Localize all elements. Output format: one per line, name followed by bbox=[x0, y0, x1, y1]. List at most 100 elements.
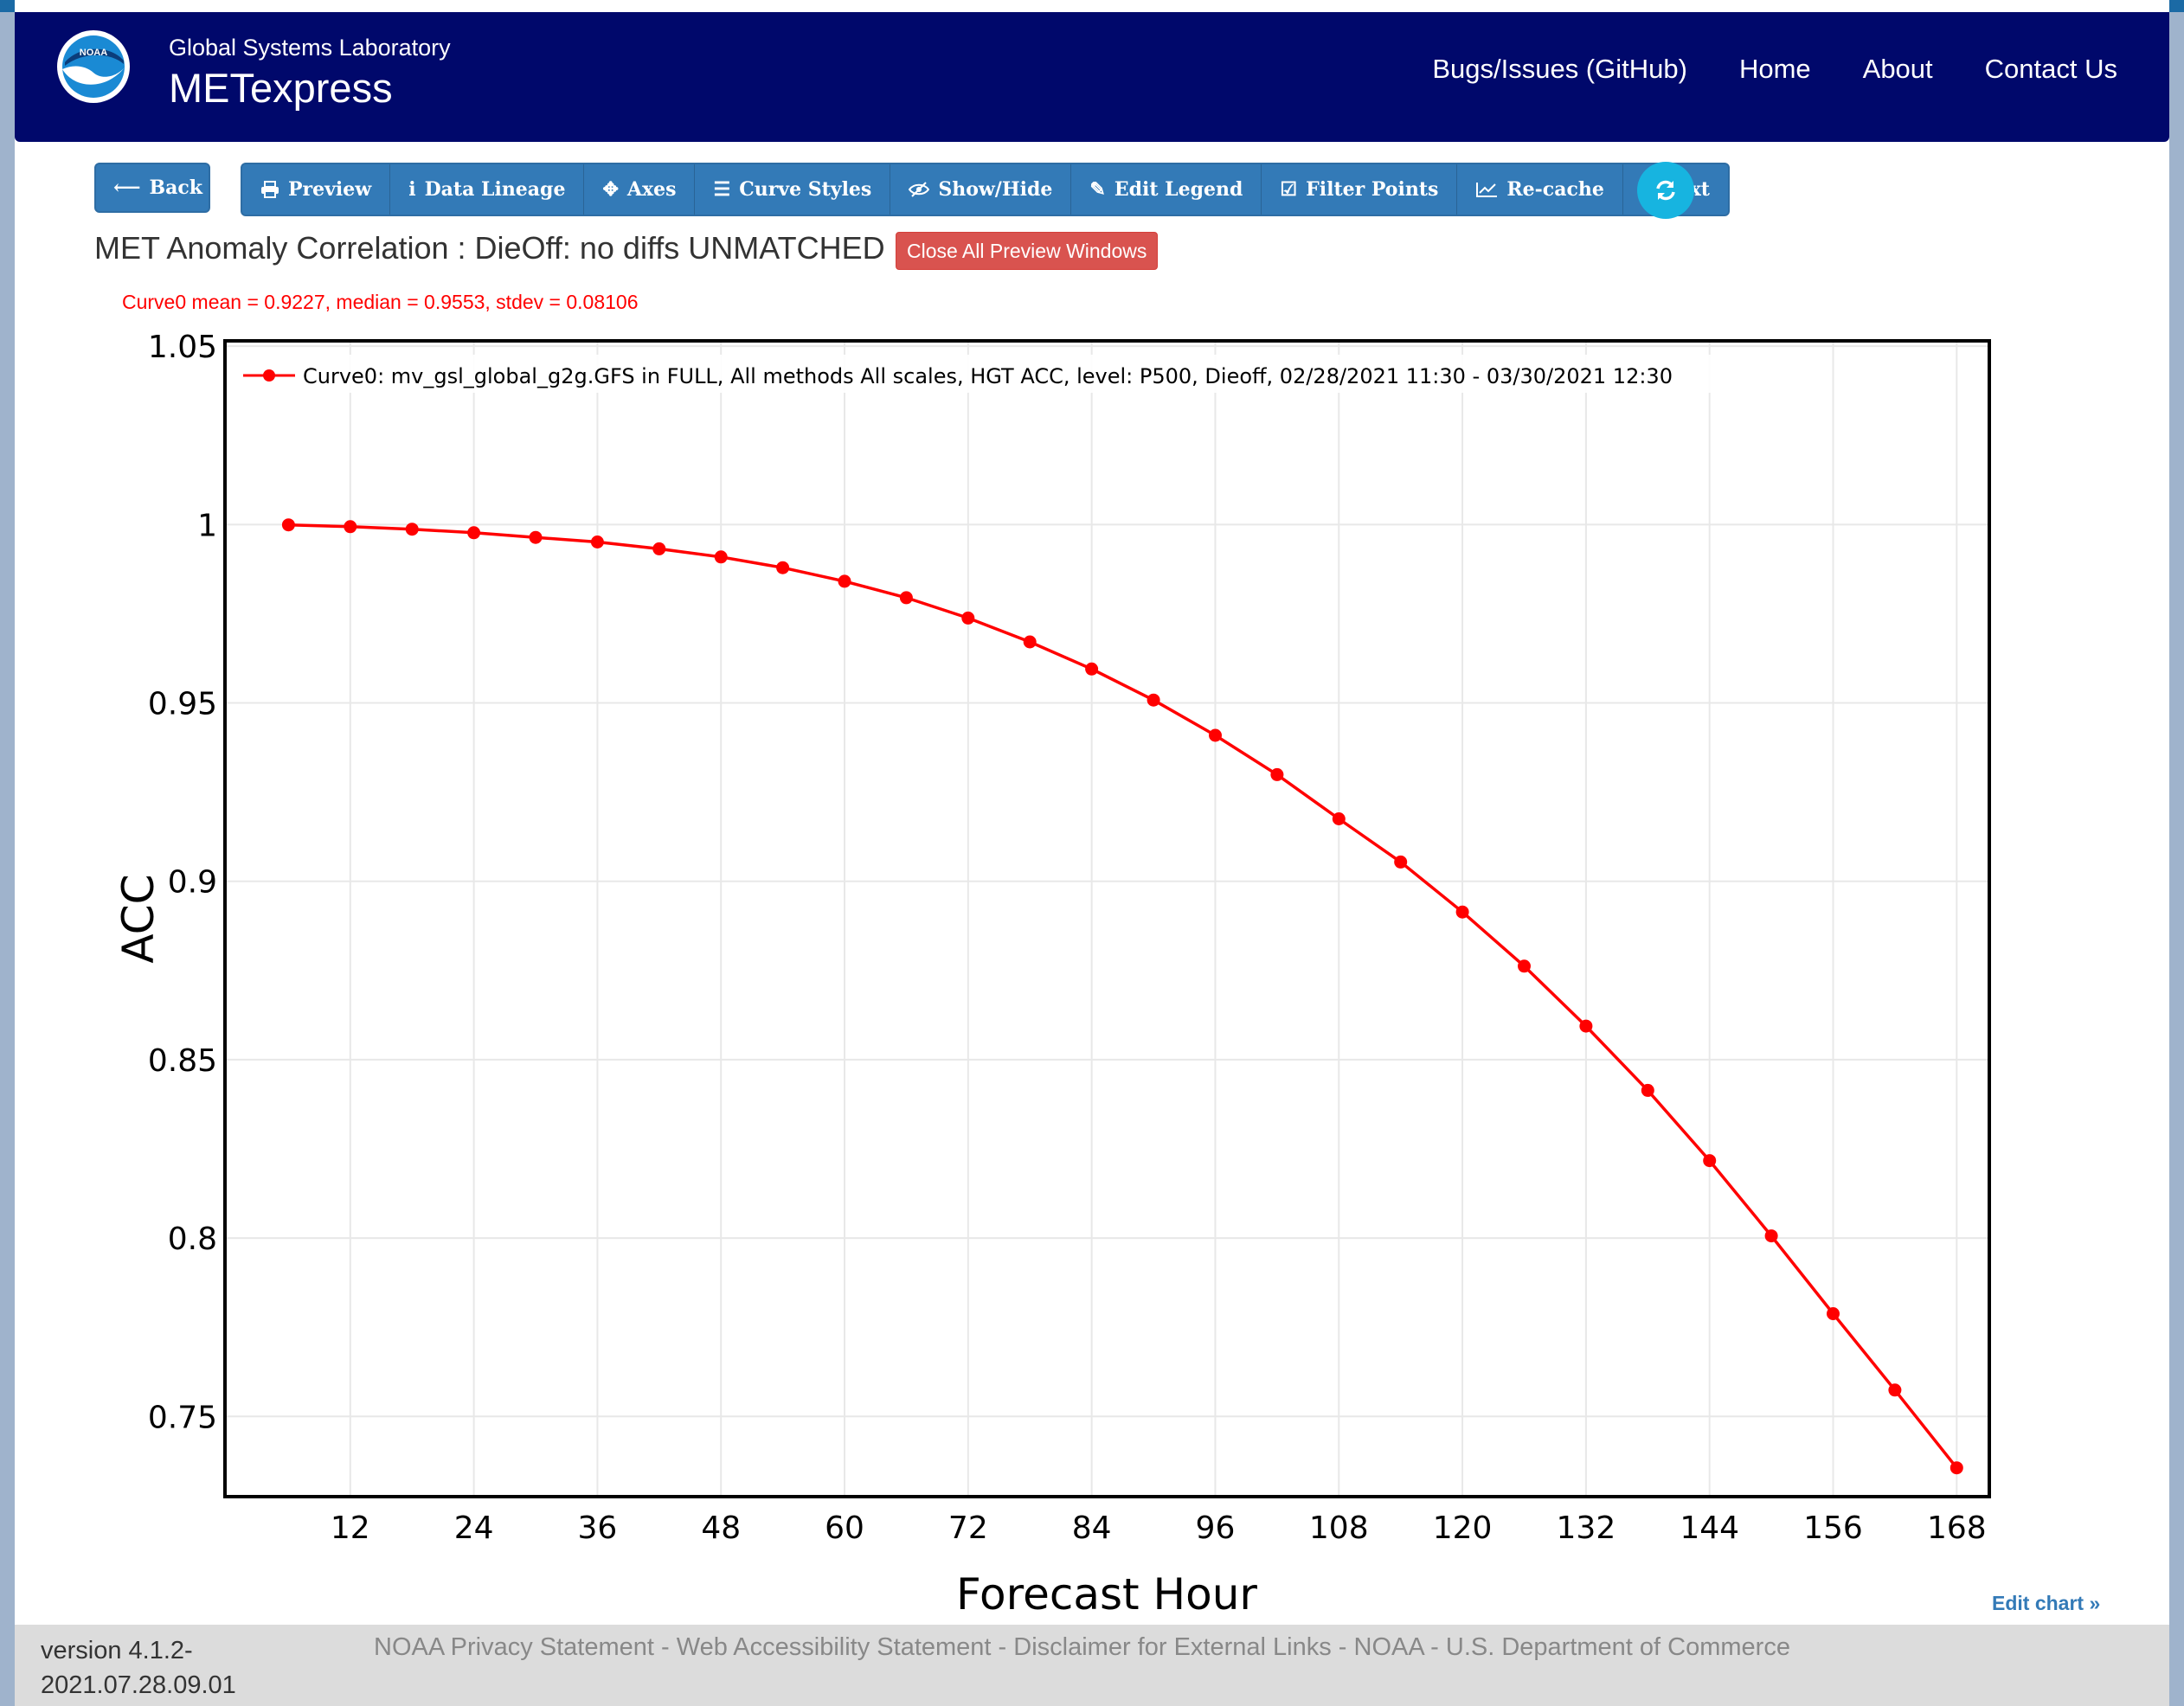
edit-legend-button[interactable]: ✎ Edit Legend bbox=[1071, 164, 1262, 215]
edit-chart-link[interactable]: Edit chart » bbox=[1992, 1592, 2101, 1614]
series-line bbox=[288, 523, 1958, 1469]
app-name[interactable]: METexpress bbox=[169, 65, 393, 111]
footer-link-privacy[interactable]: NOAA Privacy Statement bbox=[374, 1633, 654, 1661]
x-tick-label: 24 bbox=[454, 1510, 494, 1546]
show-hide-button[interactable]: Show/Hide bbox=[890, 164, 1072, 215]
x-tick-label: 84 bbox=[1072, 1510, 1112, 1546]
show-hide-label: Show/Hide bbox=[938, 178, 1053, 201]
x-tick-label: 108 bbox=[1309, 1510, 1369, 1546]
data-point[interactable] bbox=[714, 550, 728, 564]
nav-contact-us[interactable]: Contact Us bbox=[1984, 54, 2117, 84]
footer: version 4.1.2-2021.07.28.09.01 NOAA Priv… bbox=[15, 1625, 2169, 1706]
edit-legend-label: Edit Legend bbox=[1114, 178, 1243, 201]
noaa-logo[interactable]: NOAA bbox=[56, 29, 131, 104]
y-tick-label: 0.9 bbox=[168, 865, 217, 901]
x-tick-label: 60 bbox=[825, 1510, 864, 1546]
data-point[interactable] bbox=[1703, 1154, 1717, 1168]
move-icon: ✥ bbox=[602, 178, 619, 201]
data-lineage-button[interactable]: i Data Lineage bbox=[390, 164, 585, 215]
x-tick-label: 96 bbox=[1196, 1510, 1236, 1546]
data-point[interactable] bbox=[467, 526, 481, 540]
data-point[interactable] bbox=[1518, 959, 1531, 973]
data-point[interactable] bbox=[1579, 1019, 1593, 1033]
data-point[interactable] bbox=[838, 574, 851, 588]
print-icon bbox=[261, 181, 279, 198]
y-tick-label: 0.75 bbox=[148, 1400, 217, 1435]
axes-label: Axes bbox=[626, 178, 677, 201]
back-button[interactable]: ⟵ Back bbox=[94, 163, 210, 213]
data-point[interactable] bbox=[1209, 728, 1222, 742]
filter-points-label: Filter Points bbox=[1306, 178, 1439, 201]
data-point[interactable] bbox=[1641, 1083, 1654, 1097]
data-point[interactable] bbox=[1950, 1461, 1963, 1475]
data-point[interactable] bbox=[1764, 1229, 1778, 1243]
y-tick-label: 0.95 bbox=[148, 687, 217, 722]
plot-toolbar: Preview i Data Lineage ✥ Axes ☰ Curve St… bbox=[241, 163, 1730, 216]
tick-layer: 12 24 36 48 60 72 84 96 108 120 132 144 156 168 0.75 0.… bbox=[148, 330, 1987, 1546]
data-point[interactable] bbox=[776, 561, 790, 574]
y-tick-label: 1.05 bbox=[148, 330, 217, 365]
y-tick-label: 0.8 bbox=[168, 1222, 217, 1257]
re-cache-button[interactable]: Re-cache bbox=[1457, 164, 1623, 215]
close-preview-windows-button[interactable]: Close All Preview Windows bbox=[896, 232, 1159, 270]
data-point[interactable] bbox=[1455, 905, 1469, 919]
legend-label: Curve0: mv_gsl_global_g2g.GFS in FULL, A… bbox=[303, 364, 1673, 388]
preview-button[interactable]: Preview bbox=[242, 164, 391, 215]
data-point[interactable] bbox=[1023, 635, 1037, 649]
curve-stats: Curve0 mean = 0.9227, median = 0.9553, s… bbox=[122, 291, 639, 313]
re-cache-label: Re-cache bbox=[1506, 178, 1604, 201]
y-tick-label: 1 bbox=[197, 508, 217, 543]
data-point[interactable] bbox=[1394, 855, 1408, 869]
x-tick-label: 120 bbox=[1433, 1510, 1493, 1546]
data-point[interactable] bbox=[1147, 693, 1160, 707]
dieoff-chart[interactable]: 12 24 36 48 60 72 84 96 108 120 132 144 156 168 0.75 0.… bbox=[15, 311, 2169, 1618]
x-tick-label: 36 bbox=[578, 1510, 618, 1546]
footer-link-noaa[interactable]: NOAA bbox=[1353, 1633, 1424, 1661]
axes-button[interactable]: ✥ Axes bbox=[584, 164, 696, 215]
curve-styles-button[interactable]: ☰ Curve Styles bbox=[695, 164, 891, 215]
data-point[interactable] bbox=[590, 536, 604, 548]
data-point[interactable] bbox=[1085, 662, 1099, 676]
data-point[interactable] bbox=[899, 591, 913, 605]
footer-links: NOAA Privacy Statement - Web Accessibili… bbox=[374, 1633, 1790, 1662]
refresh-button[interactable] bbox=[1637, 162, 1694, 219]
data-point[interactable] bbox=[1827, 1307, 1840, 1320]
top-nav: Bugs/Issues (GitHub) Home About Contact … bbox=[1432, 54, 2117, 85]
data-point[interactable] bbox=[344, 520, 357, 534]
data-point[interactable] bbox=[405, 523, 419, 536]
x-axis-title: Forecast Hour bbox=[956, 1569, 1257, 1618]
data-point[interactable] bbox=[1888, 1383, 1902, 1397]
nav-bugs-issues[interactable]: Bugs/Issues (GitHub) bbox=[1432, 54, 1687, 84]
series-layer bbox=[281, 518, 1963, 1475]
filter-points-button[interactable]: ☑ Filter Points bbox=[1262, 164, 1458, 215]
legend-marker bbox=[263, 369, 275, 382]
footer-separator: - bbox=[991, 1633, 1014, 1661]
legend[interactable]: Curve0: mv_gsl_global_g2g.GFS in FULL, A… bbox=[238, 355, 1735, 393]
footer-link-disclaimer[interactable]: Disclaimer for External Links bbox=[1013, 1633, 1332, 1661]
data-point[interactable] bbox=[652, 542, 666, 555]
footer-separator: - bbox=[1331, 1633, 1354, 1661]
footer-separator: - bbox=[1423, 1633, 1446, 1661]
curve-styles-label: Curve Styles bbox=[739, 178, 872, 201]
footer-link-accessibility[interactable]: Web Accessibility Statement bbox=[676, 1633, 992, 1661]
data-point[interactable] bbox=[1270, 767, 1284, 781]
data-point[interactable] bbox=[281, 518, 295, 532]
x-tick-label: 48 bbox=[701, 1510, 741, 1546]
data-point[interactable] bbox=[961, 611, 975, 625]
footer-separator: - bbox=[653, 1633, 677, 1661]
x-tick-label: 156 bbox=[1803, 1510, 1863, 1546]
line-chart-icon bbox=[1476, 183, 1498, 197]
y-tick-label: 0.85 bbox=[148, 1043, 217, 1079]
data-lineage-label: Data Lineage bbox=[424, 178, 566, 201]
data-point[interactable] bbox=[529, 530, 543, 544]
logo-text: NOAA bbox=[80, 48, 107, 58]
nav-about[interactable]: About bbox=[1862, 54, 1933, 84]
site-header: NOAA Global Systems Laboratory METexpres… bbox=[15, 12, 2169, 142]
data-point[interactable] bbox=[1332, 812, 1346, 825]
page: NOAA Global Systems Laboratory METexpres… bbox=[15, 0, 2169, 1706]
checkbox-icon: ☑ bbox=[1280, 178, 1298, 201]
x-tick-label: 132 bbox=[1557, 1510, 1616, 1546]
plot-title: MET Anomaly Correlation : DieOff: no dif… bbox=[94, 230, 885, 266]
nav-home[interactable]: Home bbox=[1738, 54, 1811, 84]
footer-link-commerce[interactable]: U.S. Department of Commerce bbox=[1445, 1633, 1790, 1661]
